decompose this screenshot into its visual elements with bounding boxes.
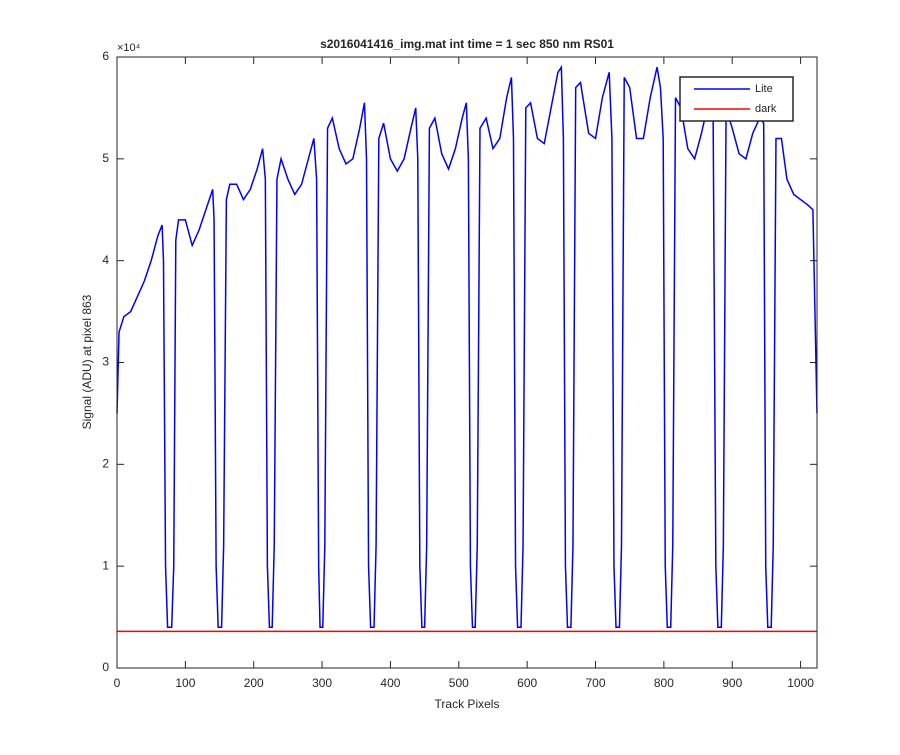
y-tick-label: 1: [102, 558, 109, 572]
x-tick-label: 600: [517, 676, 537, 690]
x-tick-label: 800: [654, 676, 674, 690]
y-tick-label: 0: [102, 660, 109, 674]
legend-label: dark: [755, 103, 777, 115]
x-tick-label: 100: [175, 676, 195, 690]
y-tick-label: 2: [102, 457, 109, 471]
x-tick-label: 1000: [787, 676, 814, 690]
x-tick-label: 400: [380, 676, 400, 690]
plot-area: [117, 57, 817, 668]
legend-label: Lite: [755, 83, 773, 95]
y-tick-label: 6: [102, 49, 109, 63]
x-tick-label: 0: [114, 676, 121, 690]
x-tick-label: 300: [312, 676, 332, 690]
line-series: [116, 64, 818, 629]
y-tick-label: 3: [102, 355, 109, 369]
x-axis-label: Track Pixels: [435, 697, 500, 711]
axes-box: [116, 56, 818, 669]
y-axis-label: Signal (ADU) at pixel 863: [80, 294, 94, 429]
chart-title: s2016041416_img.mat int time = 1 sec 850…: [320, 37, 614, 51]
x-tick-label: 900: [722, 676, 742, 690]
y-tick-label: 4: [102, 253, 109, 267]
x-tick-label: 200: [244, 676, 264, 690]
legend-box: [679, 76, 794, 122]
y-tick-label: 5: [102, 151, 109, 165]
x-tick-label: 500: [449, 676, 469, 690]
y-multiplier: ×10⁴: [117, 42, 141, 54]
x-tick-label: 700: [586, 676, 606, 690]
